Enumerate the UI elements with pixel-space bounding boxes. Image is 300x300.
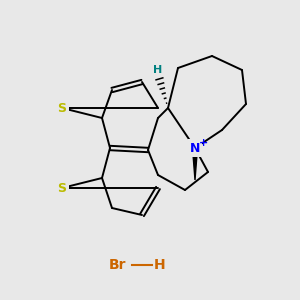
Polygon shape [193, 148, 197, 180]
Text: H: H [153, 65, 163, 75]
Text: +: + [200, 138, 208, 148]
Text: H: H [154, 258, 166, 272]
Text: Br: Br [109, 258, 127, 272]
Text: S: S [58, 182, 67, 194]
Text: N: N [190, 142, 200, 154]
Text: S: S [58, 101, 67, 115]
